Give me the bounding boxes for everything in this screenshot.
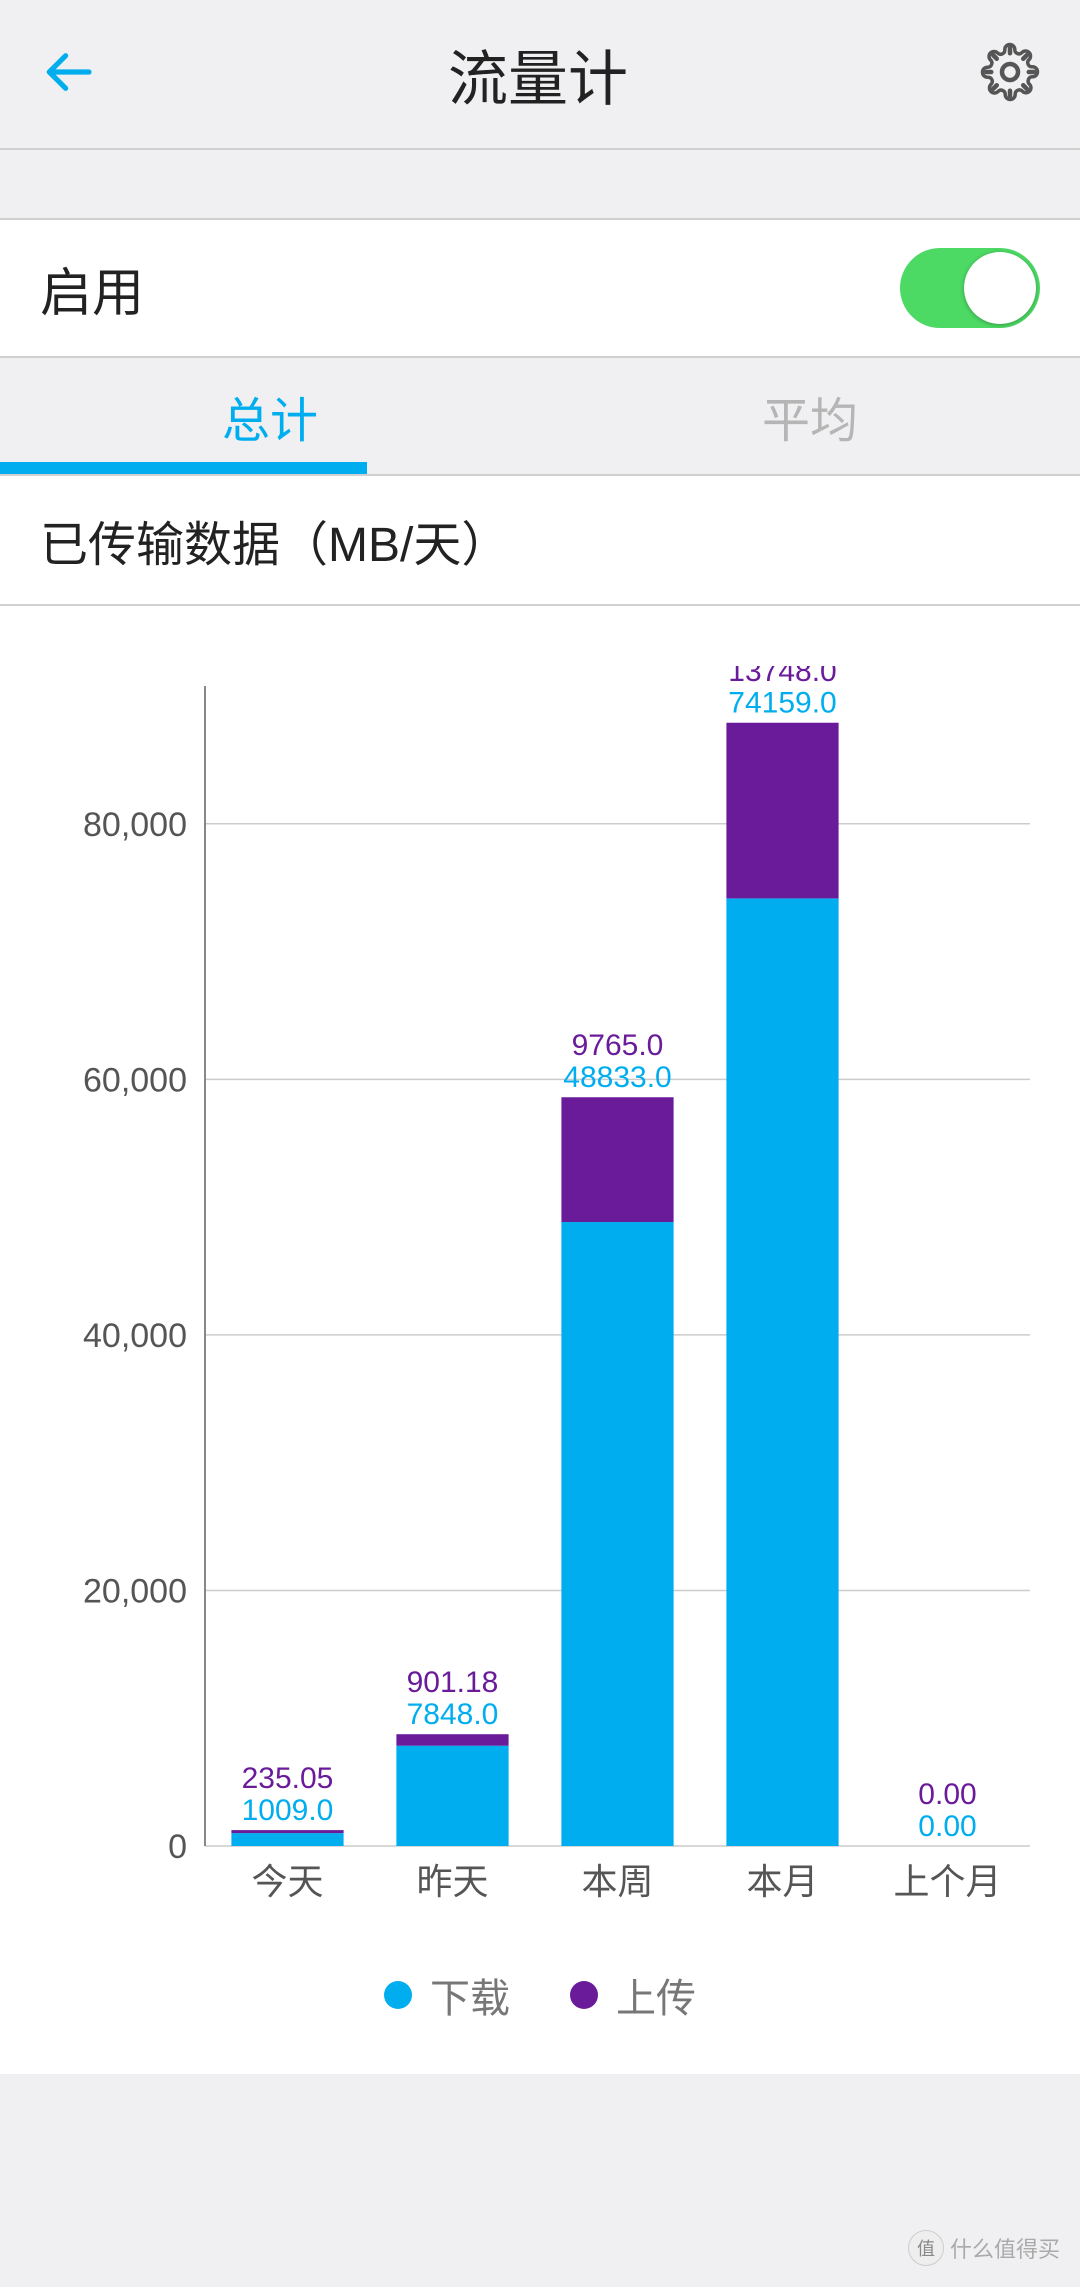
svg-text:7848.0: 7848.0 bbox=[407, 1698, 499, 1731]
enable-label: 启用 bbox=[40, 251, 144, 326]
header-bar: 流量计 bbox=[0, 0, 1080, 150]
svg-text:今天: 今天 bbox=[251, 1861, 323, 1902]
legend-label: 下载 bbox=[430, 1966, 510, 2024]
svg-text:0.00: 0.00 bbox=[918, 1778, 976, 1811]
svg-text:1009.0: 1009.0 bbox=[242, 1794, 334, 1827]
settings-gear-icon[interactable] bbox=[980, 42, 1040, 107]
svg-text:20,000: 20,000 bbox=[83, 1572, 187, 1610]
svg-text:本周: 本周 bbox=[581, 1861, 653, 1902]
svg-text:本月: 本月 bbox=[746, 1861, 818, 1902]
legend-label: 上传 bbox=[616, 1966, 696, 2024]
spacer-band bbox=[0, 150, 1080, 220]
enable-toggle[interactable] bbox=[900, 248, 1040, 328]
tab-average[interactable]: 平均 bbox=[540, 358, 1080, 474]
tab-bar: 总计 平均 bbox=[0, 358, 1080, 476]
section-title: 已传输数据（MB/天） bbox=[0, 476, 1080, 606]
svg-text:9765.0: 9765.0 bbox=[572, 1029, 664, 1062]
svg-text:235.05: 235.05 bbox=[242, 1762, 334, 1795]
chart-legend: 下载 上传 bbox=[30, 1966, 1050, 2024]
svg-text:昨天: 昨天 bbox=[416, 1861, 488, 1902]
watermark: 值 什么值得买 bbox=[908, 2230, 1060, 2266]
legend-dot-icon bbox=[384, 1981, 412, 2009]
svg-text:0: 0 bbox=[168, 1828, 187, 1866]
legend-item: 下载 bbox=[384, 1966, 510, 2024]
svg-text:74159.0: 74159.0 bbox=[728, 687, 836, 720]
svg-text:60,000: 60,000 bbox=[83, 1061, 187, 1099]
svg-text:80,000: 80,000 bbox=[83, 806, 187, 844]
svg-text:40,000: 40,000 bbox=[83, 1317, 187, 1355]
tab-total[interactable]: 总计 bbox=[0, 358, 540, 474]
legend-item: 上传 bbox=[570, 1966, 696, 2024]
back-arrow-icon[interactable] bbox=[40, 44, 96, 105]
traffic-bar-chart: 0 20,000 40,000 60,000 80,000 235.051009.0 今天 9… bbox=[30, 666, 1050, 1926]
chart-container: 0 20,000 40,000 60,000 80,000 235.051009.0 今天 9… bbox=[0, 606, 1080, 2074]
page-title: 流量计 bbox=[448, 31, 628, 118]
svg-text:48833.0: 48833.0 bbox=[563, 1061, 671, 1094]
svg-text:13748.0: 13748.0 bbox=[728, 666, 836, 688]
watermark-badge-icon: 值 bbox=[908, 2230, 944, 2266]
toggle-knob bbox=[964, 252, 1036, 324]
enable-row: 启用 bbox=[0, 220, 1080, 358]
legend-dot-icon bbox=[570, 1981, 598, 2009]
svg-text:上个月: 上个月 bbox=[893, 1861, 1001, 1902]
svg-text:0.00: 0.00 bbox=[918, 1810, 976, 1843]
svg-text:901.18: 901.18 bbox=[407, 1666, 499, 1699]
watermark-text: 什么值得买 bbox=[950, 2232, 1060, 2264]
